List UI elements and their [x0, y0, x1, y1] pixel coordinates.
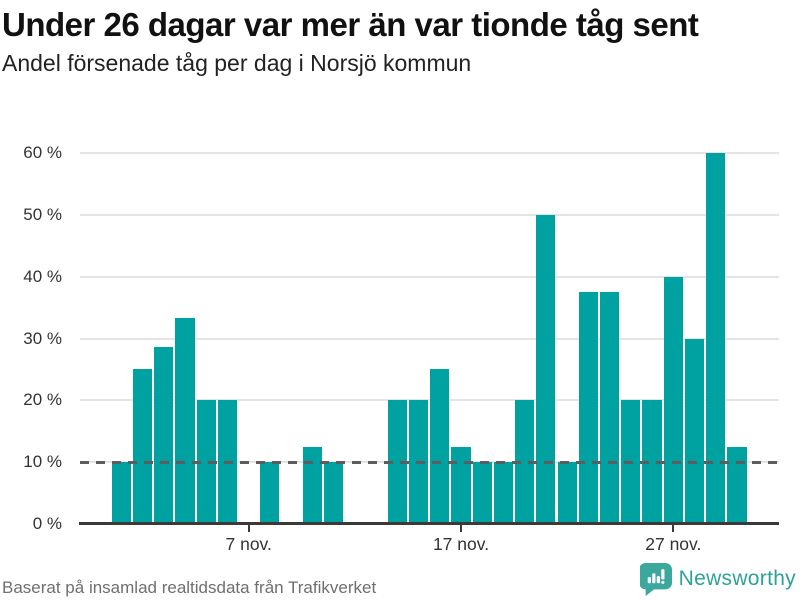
- reference-line-10pct: [80, 460, 779, 464]
- x-axis-tick: [460, 525, 462, 532]
- y-axis-label: 40 %: [23, 266, 62, 286]
- y-axis-label: 60 %: [23, 143, 62, 162]
- x-axis-line: [79, 522, 779, 525]
- bar: [430, 369, 450, 524]
- bar: [663, 276, 683, 524]
- y-axis-label: 50 %: [23, 204, 62, 224]
- newsworthy-wordmark: Newsworthy: [678, 567, 796, 590]
- bar: [472, 462, 492, 524]
- gridline-50: [80, 213, 779, 216]
- bar: [557, 462, 577, 524]
- gridline-60: [80, 152, 779, 154]
- page-title: Under 26 dagar var mer än var tionde tåg…: [2, 6, 699, 43]
- y-axis-label: 10 %: [23, 452, 62, 472]
- gridline-20: [80, 399, 779, 402]
- page-subtitle: Andel försenade tåg per dag i Norsjö kom…: [2, 50, 472, 76]
- source-note: Baserat på insamlad realtidsdata från Tr…: [2, 578, 377, 597]
- x-axis-tick: [247, 525, 250, 532]
- x-axis-label: 27 nov.: [645, 534, 702, 554]
- bar: [578, 292, 598, 524]
- bar: [324, 462, 344, 524]
- bar: [493, 462, 513, 524]
- y-axis-label: 0 %: [32, 514, 62, 533]
- bar: [154, 347, 174, 524]
- x-axis-label: 7 nov.: [225, 534, 272, 554]
- bar: [600, 292, 620, 524]
- bar: [111, 462, 131, 524]
- bar: [536, 214, 556, 524]
- gridline-30: [80, 337, 779, 340]
- x-axis-tick: [672, 525, 675, 532]
- y-axis-label: 20 %: [23, 390, 62, 410]
- bar: [727, 446, 747, 524]
- gridline-40: [80, 275, 779, 278]
- bar: [132, 369, 153, 524]
- bar: [302, 446, 322, 524]
- bar: [706, 153, 726, 524]
- x-axis-label: 17 nov.: [432, 534, 490, 554]
- newsworthy-logo[interactable]: Newsworthy: [638, 562, 796, 596]
- bar: [684, 338, 705, 524]
- newsworthy-chart-bubble-icon: [638, 562, 672, 596]
- bar: [260, 462, 280, 524]
- y-axis-label: 30 %: [23, 328, 62, 348]
- bar: [175, 318, 195, 524]
- bar: [451, 446, 471, 524]
